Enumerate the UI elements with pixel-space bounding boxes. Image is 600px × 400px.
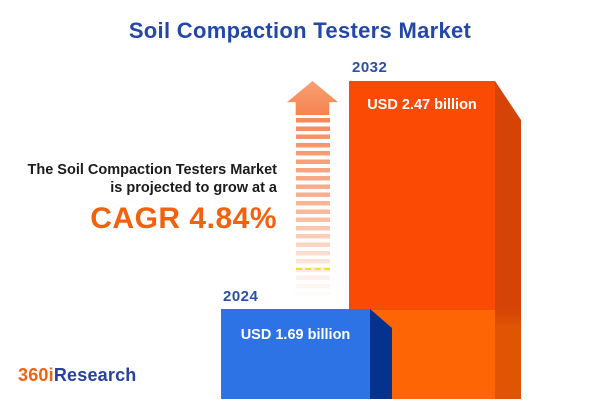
logo-prefix: 360i: [18, 365, 54, 385]
logo-suffix: Research: [53, 365, 137, 385]
bar-2032-value-label: USD 2.47 billion: [367, 97, 477, 113]
annotation-line-2: is projected to grow at a: [110, 179, 277, 196]
annotation-line-1: The Soil Compaction Testers Market: [27, 162, 277, 178]
growth-arrow-icon: [287, 81, 338, 115]
brand-logo: 360iResearch: [18, 365, 137, 386]
yellow-dash-accent: [296, 268, 330, 270]
growth-arrow-tail-icon: [296, 118, 330, 295]
bar-2024-year-label: 2024: [223, 288, 259, 305]
annotation-block: The Soil Compaction Testers Market is pr…: [0, 162, 277, 234]
bar-2032-side-face: [495, 81, 521, 399]
bar-2024-value-label: USD 1.69 billion: [240, 327, 351, 343]
bar-2032-year-label: 2032: [352, 59, 388, 76]
page-title: Soil Compaction Testers Market: [128, 18, 472, 43]
bar-2024: [221, 309, 370, 399]
cagr-value: CAGR 4.84%: [90, 202, 277, 235]
bar-2024-side-face: [370, 309, 392, 399]
